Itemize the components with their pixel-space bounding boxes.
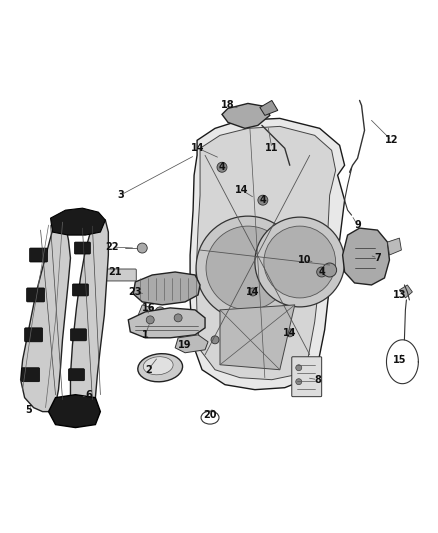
Text: 6: 6 (85, 390, 92, 400)
Circle shape (217, 162, 227, 172)
Circle shape (286, 329, 294, 337)
Text: 15: 15 (393, 355, 406, 365)
Text: 3: 3 (117, 190, 124, 200)
FancyBboxPatch shape (68, 369, 85, 381)
Polygon shape (49, 394, 100, 427)
Polygon shape (388, 238, 401, 255)
Circle shape (174, 314, 182, 322)
Polygon shape (190, 118, 345, 390)
Text: 4: 4 (318, 267, 325, 277)
Text: 14: 14 (191, 143, 205, 154)
Text: 19: 19 (178, 340, 192, 350)
FancyBboxPatch shape (292, 357, 321, 397)
Text: 4: 4 (259, 195, 266, 205)
Polygon shape (50, 208, 106, 235)
Circle shape (255, 217, 345, 307)
Text: 21: 21 (109, 267, 122, 277)
Circle shape (196, 216, 300, 320)
Text: 14: 14 (235, 185, 249, 195)
Polygon shape (128, 308, 205, 338)
Polygon shape (343, 228, 389, 285)
Text: 20: 20 (203, 410, 217, 419)
Circle shape (211, 336, 219, 344)
Text: 12: 12 (385, 135, 398, 146)
Polygon shape (260, 100, 278, 116)
Text: 5: 5 (25, 405, 32, 415)
Polygon shape (196, 126, 336, 379)
Text: 16: 16 (141, 303, 155, 313)
FancyBboxPatch shape (27, 288, 45, 302)
Polygon shape (220, 305, 295, 370)
Circle shape (323, 263, 337, 277)
Text: 14: 14 (283, 328, 297, 338)
Text: 9: 9 (354, 220, 361, 230)
Circle shape (317, 267, 327, 277)
Polygon shape (133, 272, 200, 305)
Circle shape (249, 288, 257, 296)
Polygon shape (71, 218, 108, 411)
Text: 1: 1 (142, 330, 148, 340)
FancyBboxPatch shape (30, 248, 48, 262)
Text: 10: 10 (298, 255, 311, 265)
Text: 23: 23 (128, 287, 142, 297)
Circle shape (146, 316, 154, 324)
Ellipse shape (143, 357, 173, 375)
Text: 22: 22 (106, 242, 119, 252)
Text: 4: 4 (219, 162, 226, 172)
Circle shape (264, 226, 336, 298)
Circle shape (296, 365, 302, 371)
FancyBboxPatch shape (25, 328, 42, 342)
Text: 2: 2 (145, 365, 152, 375)
Text: 18: 18 (221, 100, 235, 110)
Circle shape (155, 307, 165, 317)
Text: 11: 11 (265, 143, 279, 154)
FancyBboxPatch shape (71, 329, 86, 341)
Text: 8: 8 (314, 375, 321, 385)
Polygon shape (222, 103, 270, 128)
Polygon shape (21, 218, 71, 411)
Circle shape (258, 195, 268, 205)
Polygon shape (138, 305, 155, 320)
Circle shape (296, 379, 302, 385)
Circle shape (206, 226, 290, 310)
FancyBboxPatch shape (72, 284, 88, 296)
Polygon shape (399, 285, 413, 298)
FancyBboxPatch shape (21, 368, 39, 382)
Ellipse shape (138, 354, 183, 382)
Text: 13: 13 (393, 290, 406, 300)
FancyBboxPatch shape (74, 242, 90, 254)
Polygon shape (175, 335, 208, 353)
Circle shape (137, 243, 147, 253)
FancyBboxPatch shape (104, 269, 136, 281)
Text: 14: 14 (246, 287, 260, 297)
Text: 7: 7 (374, 253, 381, 263)
